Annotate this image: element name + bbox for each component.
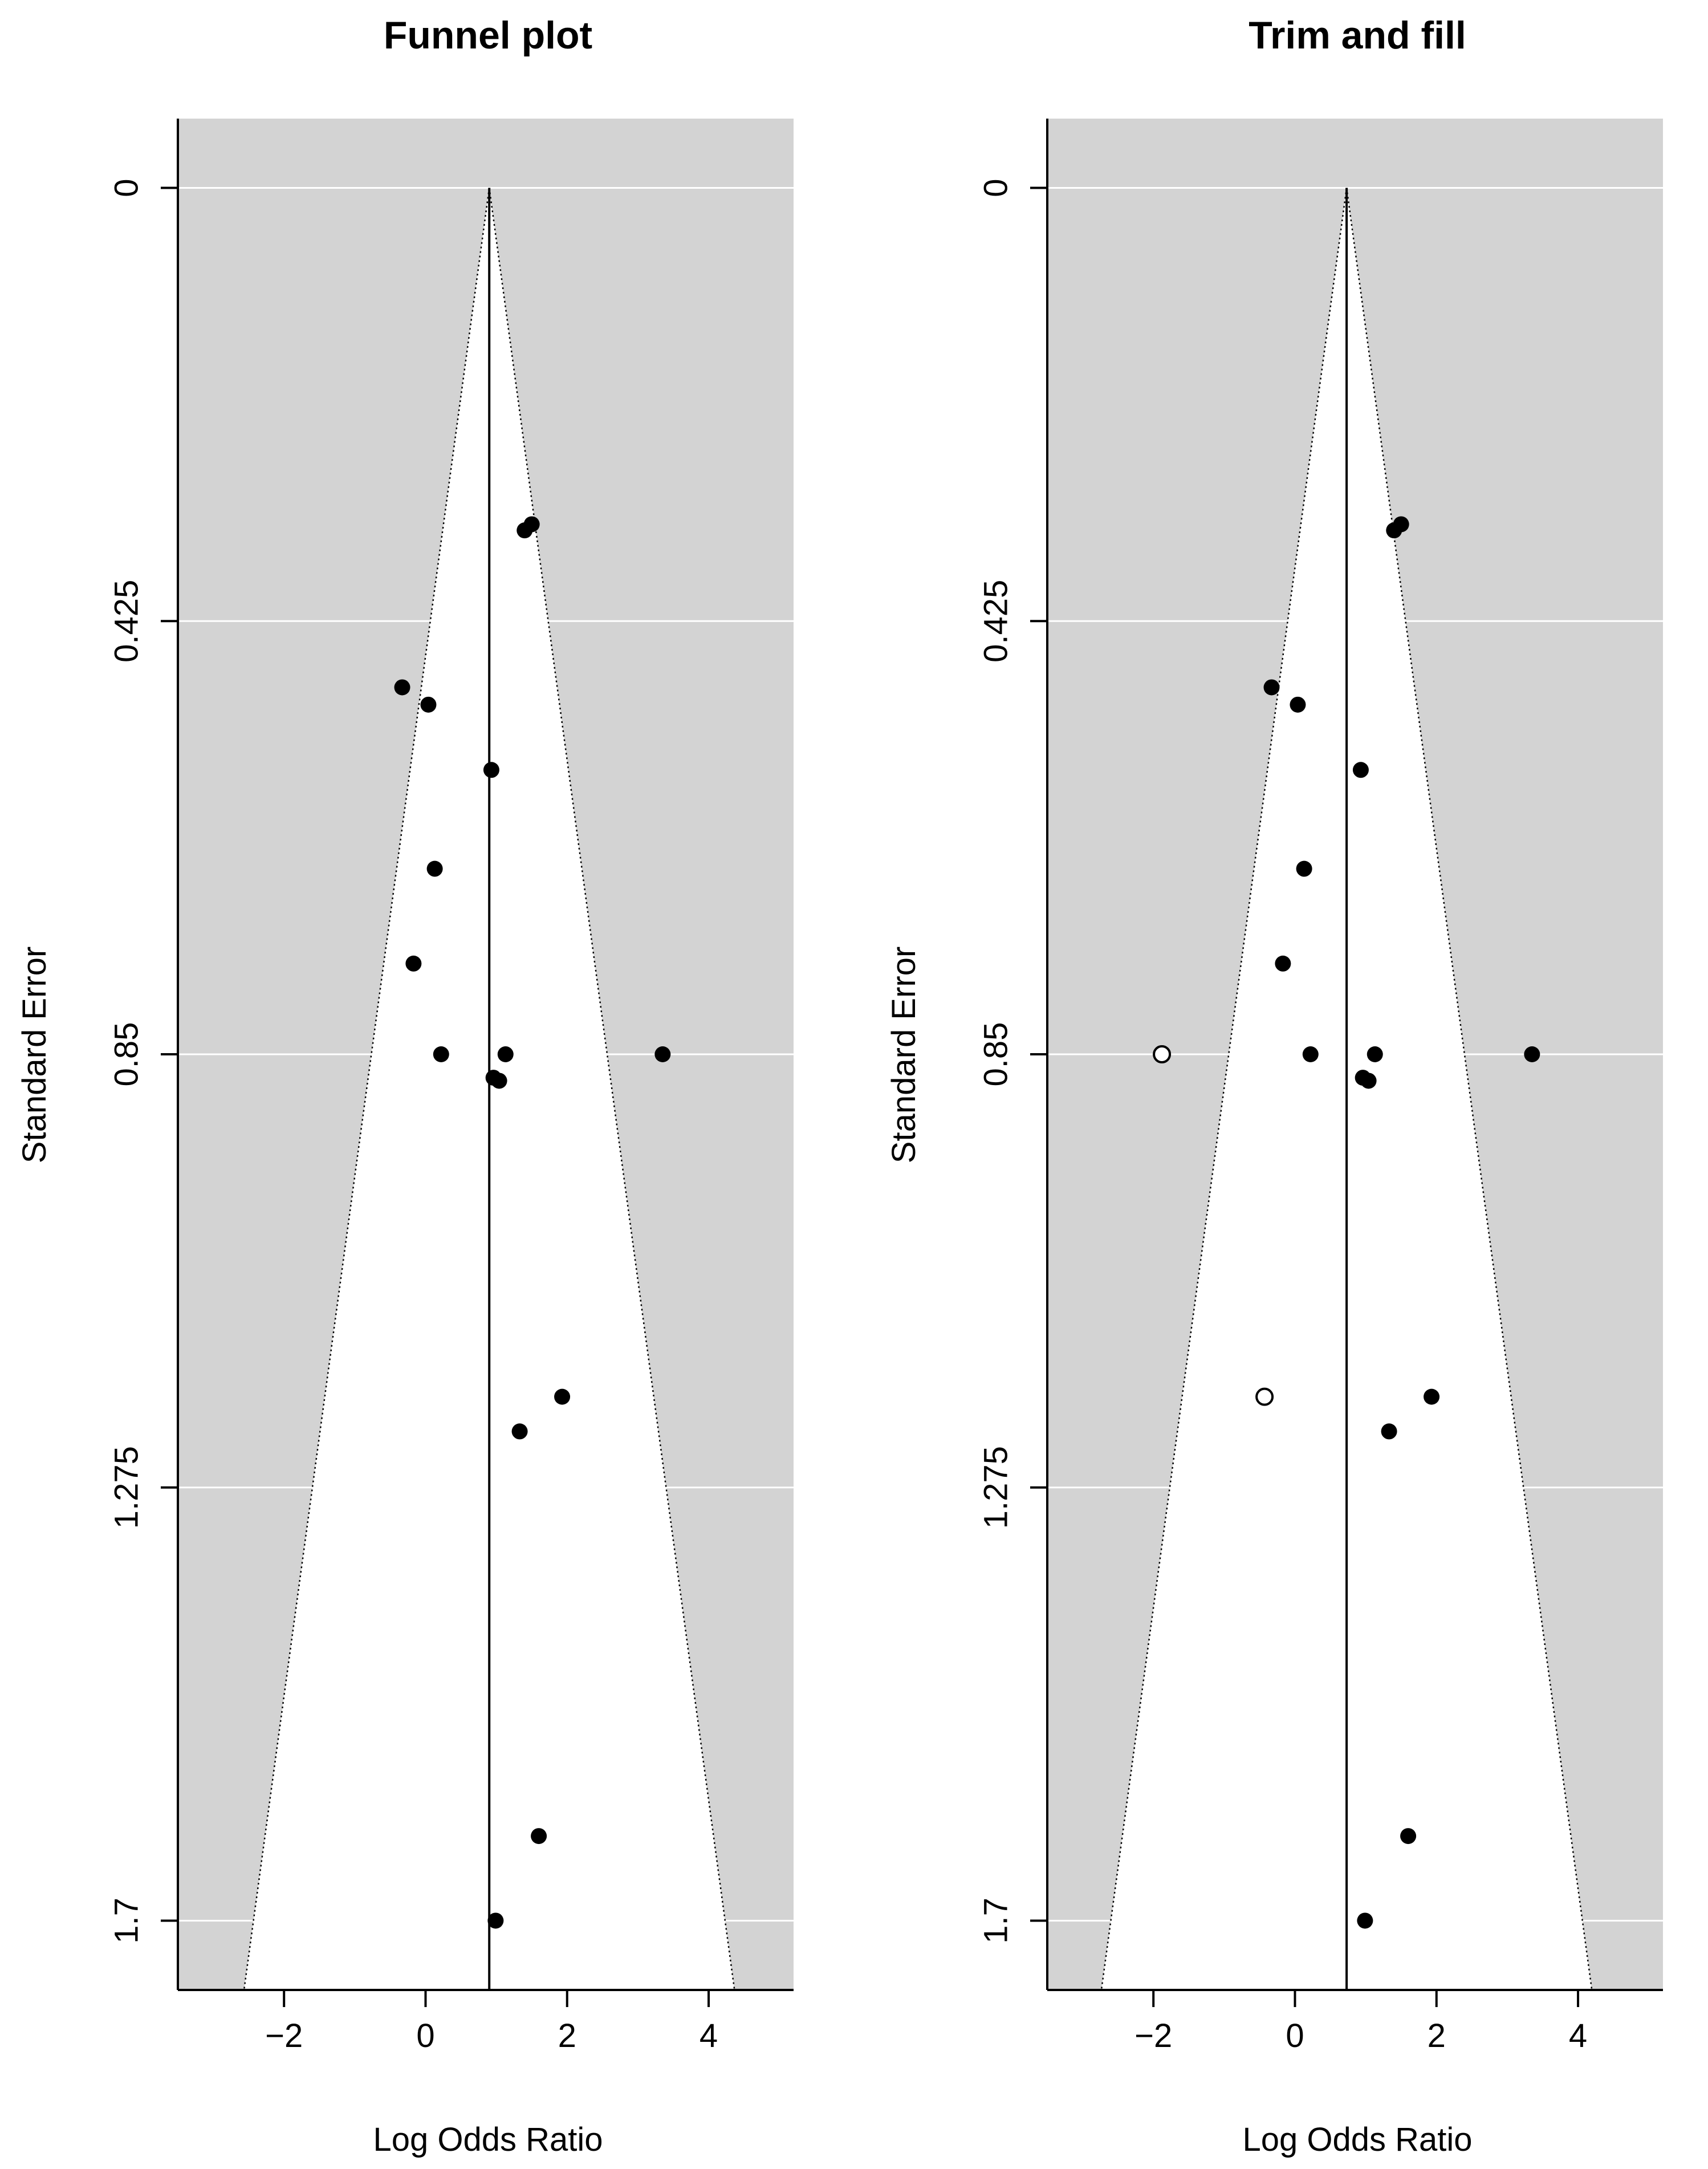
study-point [554,1388,571,1405]
study-point [1360,1073,1377,1089]
study-point [1386,522,1402,539]
study-point [654,1046,671,1062]
x-tick-label: 4 [1569,2017,1587,2054]
x-tick-label: 0 [1286,2017,1304,2054]
study-point [1357,1912,1373,1929]
study-point [1302,1046,1319,1062]
y-tick-label: 0.425 [978,580,1015,663]
study-point [1424,1388,1440,1405]
plot-area [161,119,794,2007]
y-tick-label: 1.7 [108,1898,145,1944]
study-point [433,1046,449,1062]
study-point [426,860,443,877]
funnel-edge-right [1345,188,1593,1991]
funnel-edge-left [1100,188,1348,1991]
y-tick-label: 1.275 [108,1446,145,1529]
x-tick-label: 4 [700,2017,718,2054]
chart-title: Funnel plot [384,14,592,57]
y-axis-label: Standard Error [16,947,53,1163]
study-point [1263,679,1280,696]
panel-trim-and-fill: Trim and fill Log Odds Ratio Standard Er… [885,14,1663,2158]
x-tick-label: 2 [1428,2017,1446,2054]
funnel-edge-left [243,188,490,1991]
study-point [394,679,410,696]
x-axis-label: Log Odds Ratio [373,2121,603,2158]
x-tick-label: 0 [416,2017,434,2054]
study-point [491,1073,507,1089]
imputed-study-point [1153,1045,1172,1063]
study-point [511,1423,528,1440]
x-tick-label: 2 [558,2017,576,2054]
y-axis-label: Standard Error [885,947,922,1163]
study-point [1367,1046,1383,1062]
study-point [1400,1828,1417,1845]
study-point [1290,696,1306,713]
plot-area [1030,119,1663,2007]
chart-title: Trim and fill [1249,14,1466,57]
y-tick-label: 0 [108,178,145,197]
funnel-edge-right [488,188,735,1991]
y-tick-label: 0.425 [108,580,145,663]
y-tick-label: 1.275 [978,1446,1015,1529]
study-point [1352,762,1369,778]
study-point [405,955,422,972]
y-tick-label: 0.85 [978,1022,1015,1087]
study-point [1275,955,1291,972]
study-point [1381,1423,1397,1440]
panel-funnel-plot: Funnel plot Log Odds Ratio Standard Erro… [16,14,794,2158]
study-point [1296,860,1312,877]
study-point [420,696,437,713]
y-tick-label: 1.7 [978,1898,1015,1944]
study-point [483,762,499,778]
x-tick-label: −2 [1134,2017,1172,2054]
y-tick-label: 0 [978,178,1015,197]
x-axis-label: Log Odds Ratio [1242,2121,1472,2158]
study-point [531,1828,547,1845]
study-point [487,1912,504,1929]
study-point [497,1046,514,1062]
x-tick-label: −2 [265,2017,303,2054]
study-point [517,522,533,539]
y-tick-label: 0.85 [108,1022,145,1087]
imputed-study-point [1255,1387,1274,1406]
study-point [1524,1046,1540,1062]
